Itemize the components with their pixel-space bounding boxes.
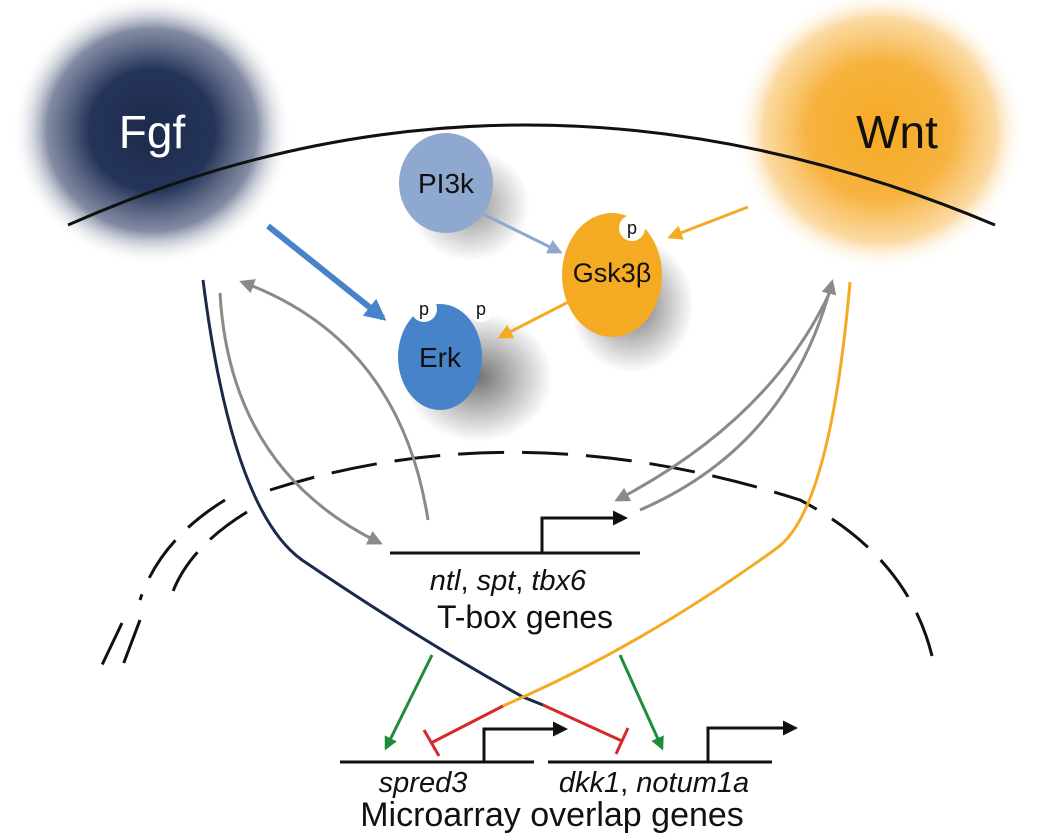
wnt-activation-arrow	[618, 654, 664, 751]
wnt-feedback-in-arrow	[639, 279, 837, 512]
pi3k-to-gsk3b-arrow	[482, 212, 563, 254]
spred3-label: spred3	[379, 767, 468, 799]
gsk3b-phospho-circle	[619, 215, 645, 241]
fgf-to-erk-arrow	[266, 223, 387, 321]
wnt-feedback-out-arrow	[614, 291, 832, 502]
wnt-label: Wnt	[856, 106, 938, 158]
tbox-promoter-arrow	[540, 510, 628, 553]
dkk1-notum1a-label: dkk1, notum1a	[559, 767, 749, 799]
pi3k-node	[399, 133, 493, 233]
wnt-to-gsk3b-arrow	[667, 205, 749, 240]
wnt-signal-blob	[735, 0, 1025, 270]
fgf-pathway-line	[201, 279, 544, 707]
gsk3b-node	[562, 213, 662, 337]
erk-phospho-label-right: p	[476, 299, 486, 319]
gsk3b-to-erk-arrow	[497, 294, 581, 339]
fgf-label: Fgf	[119, 106, 186, 158]
fgf-signal-blob	[12, 0, 292, 265]
fgf-feedback-out-arrow	[218, 292, 383, 545]
pi3k-label: PI3k	[418, 168, 475, 199]
dkk1-promoter-arrow	[706, 720, 798, 762]
nuclear-envelope	[100, 450, 937, 671]
gsk3b-phospho-label: p	[627, 218, 637, 238]
tbox-gene-names: ntl, spt, tbx6	[430, 565, 587, 597]
cell-membrane	[67, 123, 996, 227]
microarray-title: Microarray overlap genes	[360, 796, 744, 834]
gsk3b-label: Gsk3β	[573, 258, 652, 288]
fgf-activation-arrow	[384, 654, 434, 751]
spred3-promoter-arrow	[482, 721, 568, 762]
erk-label: Erk	[419, 342, 462, 373]
erk-node	[398, 304, 482, 410]
erk-phospho-circle-left	[411, 296, 437, 322]
tbox-title: T-box genes	[437, 599, 613, 635]
wnt-pathway-line	[502, 281, 852, 708]
fgf-wnt-inhibitions	[422, 703, 630, 757]
fgf-feedback-in-arrow	[239, 279, 430, 521]
erk-phospho-circle-right	[468, 296, 494, 322]
erk-phospho-label-left: p	[419, 299, 429, 319]
